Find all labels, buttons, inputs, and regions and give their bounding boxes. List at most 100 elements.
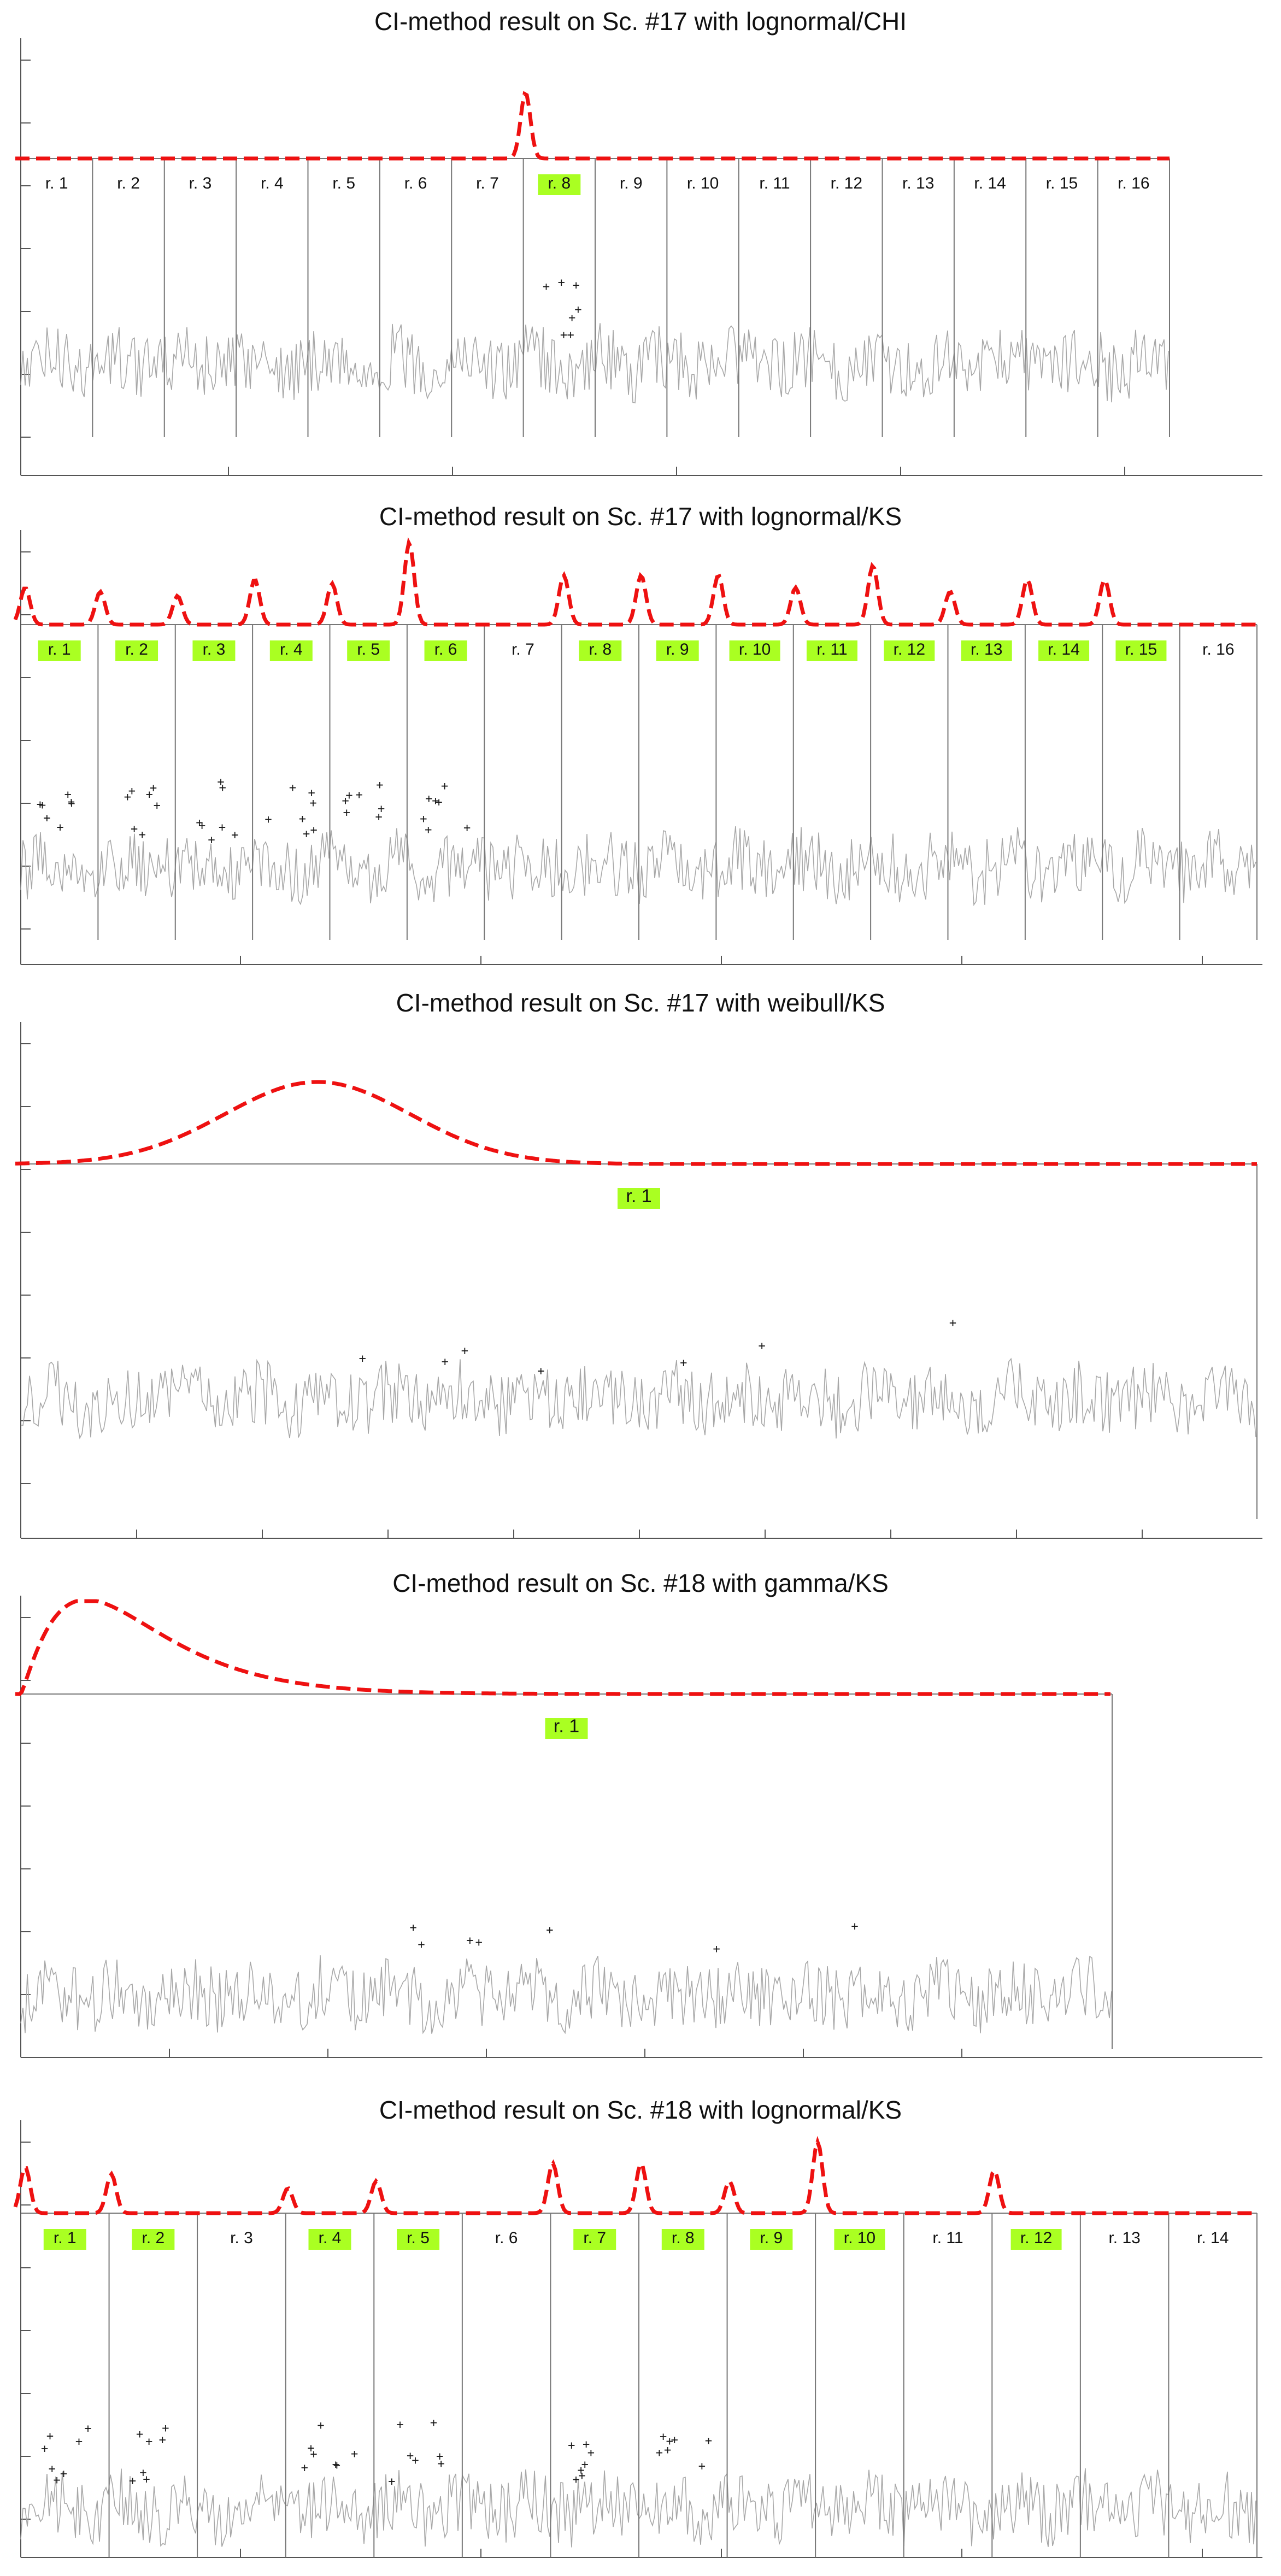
detected-marker: + xyxy=(418,1938,425,1952)
region-highlight xyxy=(750,2229,793,2250)
chart-plot: r. 1 r. 2 r. 3 r. 4 r. 5 r. 6 r. 7 r. 8 r. 9 r. 1… xyxy=(13,530,1262,965)
region-label: r. 11 xyxy=(816,640,847,658)
detected-marker: + xyxy=(198,819,205,833)
detected-marker: + xyxy=(543,280,550,294)
detected-marker: + xyxy=(705,2434,712,2448)
region-label: r. 4 xyxy=(319,2229,342,2247)
region-label: r. 4 xyxy=(280,640,303,658)
region-highlight xyxy=(1038,640,1090,661)
region-label: r. 14 xyxy=(974,174,1006,192)
detected-marker: + xyxy=(420,812,427,826)
detected-marker: + xyxy=(139,828,146,842)
detected-marker: + xyxy=(37,798,44,811)
region-label: r. 3 xyxy=(203,640,226,658)
detected-marker: + xyxy=(581,2458,589,2472)
region-highlight xyxy=(192,640,236,661)
region-label: r. 16 xyxy=(1202,640,1234,658)
detected-marker: + xyxy=(463,821,471,835)
region-highlight xyxy=(545,1718,588,1739)
region-highlight xyxy=(43,2229,86,2250)
detected-marker: + xyxy=(217,775,224,789)
detected-marker: + xyxy=(308,786,315,800)
detected-marker: + xyxy=(129,2474,136,2488)
detected-marker: + xyxy=(388,2475,395,2489)
region-highlight xyxy=(573,2229,616,2250)
region-label: r. 8 xyxy=(589,640,612,658)
detected-marker: + xyxy=(154,799,161,813)
detected-marker: + xyxy=(475,1936,483,1949)
region-label: r. 14 xyxy=(1197,2229,1229,2247)
detected-marker: + xyxy=(375,810,383,824)
region-label: r. 3 xyxy=(189,174,212,192)
detected-marker: + xyxy=(56,821,63,834)
chart-title: CI-method result on Sc. #17 with weibull… xyxy=(396,989,885,1017)
detected-marker: + xyxy=(289,781,296,795)
detected-marker: + xyxy=(351,2448,358,2461)
detected-marker: + xyxy=(317,2419,324,2432)
detected-marker: + xyxy=(425,823,432,837)
chart-panel-3: CI-method result on Sc. #17 with weibull… xyxy=(0,984,1281,1546)
detected-marker: + xyxy=(128,785,136,798)
detected-marker: + xyxy=(567,328,574,342)
region-label: r. 3 xyxy=(230,2229,253,2247)
detected-marker: + xyxy=(68,797,75,811)
region-label: r. 1 xyxy=(48,640,71,658)
detected-marker: + xyxy=(124,791,131,804)
detected-marker: + xyxy=(146,788,153,802)
detected-marker: + xyxy=(574,303,581,316)
region-label: r. 10 xyxy=(739,640,771,658)
region-label: r. 9 xyxy=(620,174,643,192)
detected-marker: + xyxy=(159,2433,166,2447)
detected-marker: + xyxy=(208,833,215,847)
density-curve xyxy=(13,537,1257,627)
detected-marker: + xyxy=(432,795,439,808)
density-curve xyxy=(15,1080,1257,1166)
region-label: r. 14 xyxy=(1048,640,1079,658)
region-highlight xyxy=(661,2229,704,2250)
detected-marker: + xyxy=(664,2444,671,2457)
chart-title: CI-method result on Sc. #17 with lognorm… xyxy=(379,502,902,531)
detected-marker: + xyxy=(162,2422,169,2436)
detected-marker: + xyxy=(537,1365,544,1378)
detected-marker: + xyxy=(949,1316,956,1330)
region-highlight xyxy=(834,2229,885,2250)
region-label: r. 10 xyxy=(687,174,719,192)
detected-marker: + xyxy=(560,328,567,342)
region-highlight xyxy=(1010,2229,1062,2250)
signal-trace xyxy=(20,1357,1256,1439)
chart-panel-4: CI-method result on Sc. #18 with gamma/K… xyxy=(0,1563,1281,2082)
region-label: r. 11 xyxy=(759,174,790,192)
detected-marker: + xyxy=(68,796,75,809)
region-label: r. 6 xyxy=(404,174,427,192)
detected-marker: + xyxy=(568,311,575,325)
detected-marker: + xyxy=(136,2428,143,2442)
region-label: r. 2 xyxy=(117,174,140,192)
detected-marker: + xyxy=(145,2435,152,2449)
region-label: r. 10 xyxy=(844,2229,875,2247)
region-label: r. 13 xyxy=(971,640,1002,658)
region-label: r. 1 xyxy=(554,1716,579,1737)
detected-marker: + xyxy=(583,2438,590,2451)
region-label: r. 5 xyxy=(407,2229,430,2247)
signal-trace xyxy=(20,1955,1112,2034)
chart-plot: r. 1+++++++ xyxy=(15,1596,1262,2058)
detected-marker: + xyxy=(396,2418,403,2432)
region-label: r. 6 xyxy=(495,2229,518,2247)
region-label: r. 7 xyxy=(476,174,499,192)
detected-marker: + xyxy=(143,2473,150,2486)
detected-marker: + xyxy=(436,796,443,809)
detected-marker: + xyxy=(441,780,448,793)
detected-marker: + xyxy=(231,828,238,842)
detected-marker: + xyxy=(265,813,272,826)
detected-marker: + xyxy=(376,779,383,792)
region-label: r. 15 xyxy=(1125,640,1157,658)
detected-marker: + xyxy=(425,792,432,805)
region-label: r. 6 xyxy=(434,640,457,658)
density-curve xyxy=(13,2136,1257,2215)
detected-marker: + xyxy=(713,1943,720,1956)
region-highlight xyxy=(656,640,699,661)
detected-marker: + xyxy=(407,2449,414,2463)
detected-marker: + xyxy=(410,1921,417,1934)
detected-marker: + xyxy=(131,822,138,836)
detected-marker: + xyxy=(587,2446,595,2460)
